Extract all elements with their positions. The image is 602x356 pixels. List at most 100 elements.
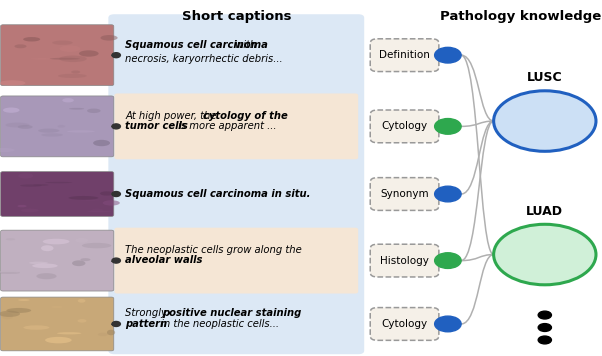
- Circle shape: [435, 47, 461, 63]
- Ellipse shape: [87, 109, 101, 113]
- Ellipse shape: [45, 337, 72, 344]
- Ellipse shape: [17, 125, 33, 129]
- Ellipse shape: [38, 129, 60, 133]
- Ellipse shape: [87, 211, 111, 213]
- Text: At high power, the: At high power, the: [125, 111, 220, 121]
- Ellipse shape: [75, 238, 88, 243]
- Ellipse shape: [79, 50, 99, 57]
- Text: tumor cells: tumor cells: [125, 121, 188, 131]
- Ellipse shape: [23, 325, 49, 330]
- Ellipse shape: [82, 243, 111, 248]
- Text: LUAD: LUAD: [526, 205, 563, 218]
- Ellipse shape: [93, 140, 110, 146]
- Text: with: with: [232, 40, 256, 50]
- Text: Histology: Histology: [380, 256, 429, 266]
- Text: Squamous cell carcinoma in situ.: Squamous cell carcinoma in situ.: [125, 189, 311, 199]
- Ellipse shape: [50, 58, 79, 60]
- Circle shape: [435, 186, 461, 202]
- Circle shape: [435, 316, 461, 332]
- Circle shape: [538, 311, 551, 319]
- Ellipse shape: [18, 299, 29, 301]
- Ellipse shape: [1, 313, 13, 319]
- Ellipse shape: [18, 173, 33, 179]
- Text: Pathology knowledge: Pathology knowledge: [440, 10, 601, 22]
- Ellipse shape: [36, 273, 57, 279]
- Ellipse shape: [0, 148, 14, 152]
- Ellipse shape: [41, 133, 63, 137]
- Text: pattern: pattern: [125, 319, 167, 329]
- Ellipse shape: [29, 262, 48, 264]
- FancyBboxPatch shape: [114, 295, 358, 353]
- Ellipse shape: [41, 245, 54, 251]
- Text: alveolar walls: alveolar walls: [125, 255, 203, 265]
- Ellipse shape: [52, 41, 73, 45]
- Ellipse shape: [0, 311, 20, 317]
- Text: is more apparent ...: is more apparent ...: [175, 121, 276, 131]
- Ellipse shape: [20, 209, 39, 212]
- Ellipse shape: [69, 108, 84, 110]
- Ellipse shape: [101, 35, 117, 41]
- Text: LUSC: LUSC: [527, 71, 563, 84]
- Ellipse shape: [6, 238, 15, 240]
- FancyBboxPatch shape: [370, 178, 439, 210]
- Circle shape: [538, 324, 551, 331]
- Ellipse shape: [14, 44, 26, 48]
- FancyBboxPatch shape: [1, 297, 114, 351]
- Circle shape: [435, 253, 461, 268]
- Circle shape: [435, 119, 461, 134]
- Ellipse shape: [31, 58, 54, 60]
- Circle shape: [494, 224, 596, 285]
- Text: The neoplastic cells grow along the: The neoplastic cells grow along the: [125, 245, 302, 255]
- Ellipse shape: [32, 263, 58, 268]
- FancyBboxPatch shape: [114, 169, 358, 219]
- Ellipse shape: [20, 184, 42, 187]
- FancyBboxPatch shape: [1, 96, 114, 157]
- Ellipse shape: [34, 184, 48, 186]
- Circle shape: [494, 91, 596, 151]
- Text: Short captions: Short captions: [182, 10, 291, 22]
- Circle shape: [112, 258, 120, 263]
- Ellipse shape: [5, 122, 29, 127]
- Ellipse shape: [59, 56, 87, 62]
- Ellipse shape: [100, 191, 114, 195]
- Text: Synonym: Synonym: [380, 189, 429, 199]
- Ellipse shape: [67, 130, 95, 133]
- Text: necrosis, karyorrhectic debris...: necrosis, karyorrhectic debris...: [125, 54, 283, 64]
- Text: cytology of the: cytology of the: [203, 111, 288, 121]
- FancyBboxPatch shape: [370, 110, 439, 143]
- Text: Definition: Definition: [379, 50, 430, 60]
- Ellipse shape: [78, 299, 85, 303]
- FancyBboxPatch shape: [114, 93, 358, 159]
- Ellipse shape: [58, 74, 87, 78]
- FancyBboxPatch shape: [370, 244, 439, 277]
- Ellipse shape: [43, 239, 69, 244]
- FancyBboxPatch shape: [108, 14, 364, 354]
- Circle shape: [112, 192, 120, 197]
- Circle shape: [112, 124, 120, 129]
- FancyBboxPatch shape: [370, 39, 439, 72]
- Text: Cytology: Cytology: [382, 319, 427, 329]
- Ellipse shape: [69, 196, 98, 200]
- Text: Strongly: Strongly: [125, 308, 170, 318]
- Ellipse shape: [0, 271, 19, 274]
- Circle shape: [112, 53, 120, 58]
- Text: ...: ...: [187, 255, 200, 265]
- Text: positive nuclear staining: positive nuclear staining: [163, 308, 302, 318]
- FancyBboxPatch shape: [1, 25, 114, 86]
- Ellipse shape: [72, 260, 85, 266]
- Ellipse shape: [103, 200, 120, 206]
- Ellipse shape: [0, 80, 25, 86]
- Ellipse shape: [57, 125, 65, 128]
- Circle shape: [538, 336, 551, 344]
- FancyBboxPatch shape: [370, 308, 439, 340]
- Ellipse shape: [23, 37, 40, 42]
- Ellipse shape: [45, 182, 72, 183]
- Ellipse shape: [81, 258, 90, 261]
- Ellipse shape: [51, 306, 63, 308]
- Ellipse shape: [107, 330, 115, 335]
- Ellipse shape: [0, 272, 20, 274]
- Circle shape: [112, 321, 120, 326]
- Text: Cytology: Cytology: [382, 121, 427, 131]
- FancyBboxPatch shape: [114, 22, 358, 88]
- Ellipse shape: [57, 332, 81, 334]
